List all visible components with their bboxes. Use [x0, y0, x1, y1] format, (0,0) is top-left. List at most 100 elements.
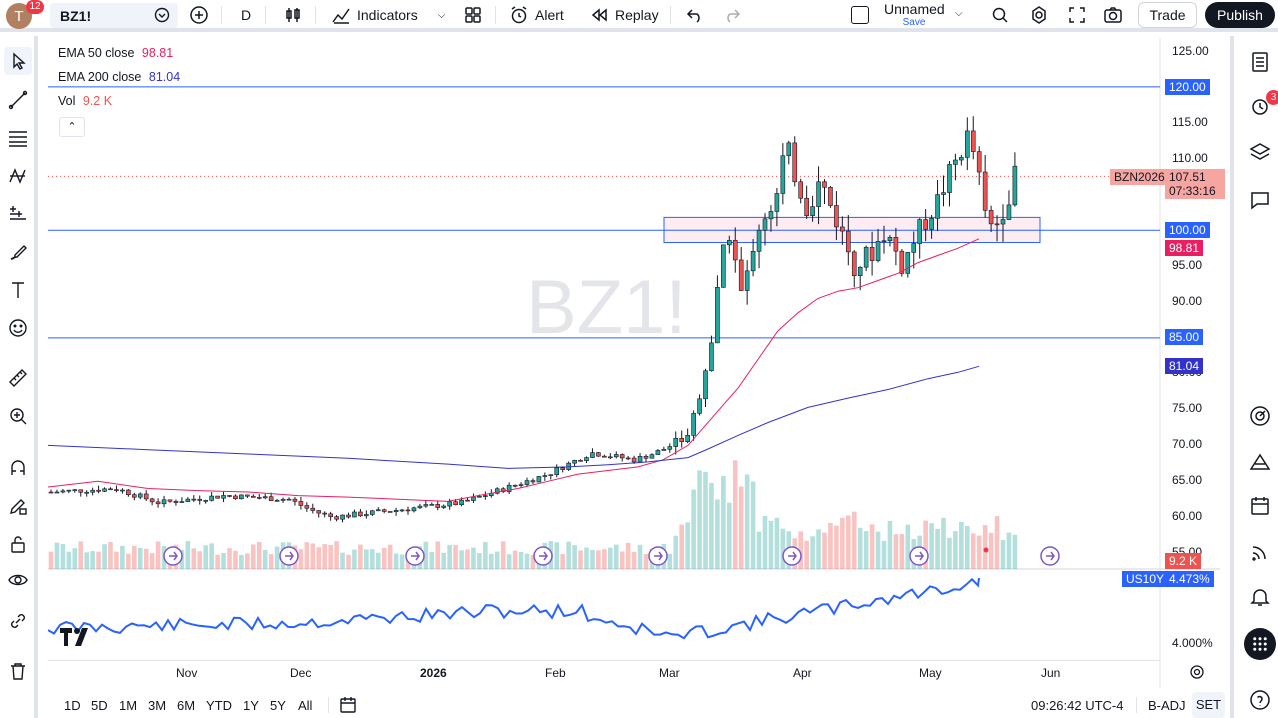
axis-settings-icon[interactable]: [1189, 664, 1205, 683]
cursor-tool[interactable]: [4, 47, 32, 75]
technicals-button[interactable]: [1244, 400, 1276, 432]
undo-button[interactable]: [685, 0, 705, 30]
trade-button[interactable]: Trade: [1138, 2, 1197, 28]
candle-body: [661, 448, 667, 451]
trend-line-tool[interactable]: [4, 86, 32, 114]
zoom-tool[interactable]: [4, 402, 32, 430]
snapshot-button[interactable]: [1103, 0, 1123, 30]
date-range-button[interactable]: [338, 696, 358, 717]
fullscreen-button[interactable]: [1067, 0, 1087, 30]
range-6m[interactable]: 6M: [177, 698, 196, 713]
session-toggle[interactable]: SET: [1192, 692, 1225, 718]
contract-tag: BZN2026: [1110, 169, 1169, 185]
forecast-tool[interactable]: [4, 200, 32, 228]
add-symbol-button[interactable]: [189, 0, 209, 30]
legend-ema200[interactable]: EMA 200 close 81.04: [58, 70, 180, 84]
hline-120-tag[interactable]: 120.00: [1165, 79, 1210, 95]
layout-checkbox[interactable]: [851, 6, 869, 24]
symbol-search[interactable]: BZ1!: [50, 3, 178, 28]
candle-body: [590, 452, 595, 458]
candle-body: [393, 509, 399, 512]
ideas-button[interactable]: [1244, 446, 1276, 478]
volume-bar: [596, 550, 601, 569]
layout-chevron-down-icon[interactable]: ⌵: [955, 8, 963, 19]
chevron-down-icon[interactable]: ⌵: [437, 9, 446, 21]
candle-body: [185, 498, 191, 502]
pattern-tool[interactable]: [4, 162, 32, 190]
alert-button[interactable]: Alert: [509, 0, 564, 30]
visibility-tool[interactable]: [4, 566, 32, 594]
symbol-dropdown-icon[interactable]: [154, 7, 170, 26]
time-tick: 2026: [420, 666, 447, 680]
text-tool[interactable]: [4, 276, 32, 304]
settings-button[interactable]: [1029, 0, 1049, 30]
candle-body: [679, 437, 685, 443]
candle-body: [245, 494, 250, 497]
time-tick: Jun: [1041, 666, 1061, 680]
indicators-button[interactable]: Indicators ⌵: [331, 0, 445, 30]
layouts-button[interactable]: [463, 0, 483, 30]
back-adjust-toggle[interactable]: B-ADJ: [1148, 698, 1186, 713]
range-ytd[interactable]: YTD: [206, 698, 232, 713]
object-tree-button[interactable]: [1244, 136, 1276, 168]
candle-body: [221, 495, 226, 499]
volume-bar: [893, 534, 899, 569]
candle-body: [667, 446, 673, 450]
tradingview-logo[interactable]: [60, 628, 92, 649]
range-1y[interactable]: 1Y: [243, 698, 259, 713]
ruler-tool[interactable]: [4, 364, 32, 392]
hline-100-tag[interactable]: 100.00: [1165, 222, 1210, 238]
volume-bar: [459, 550, 464, 569]
alerts-button[interactable]: [1244, 90, 1276, 122]
range-1m[interactable]: 1M: [119, 698, 138, 713]
stay-drawing-tool[interactable]: [4, 492, 32, 520]
chart-pane[interactable]: BZ1! EMA 50 close 98.81 EMA 200 close 81…: [48, 38, 1225, 688]
legend-volume[interactable]: Vol 9.2 K: [58, 94, 112, 108]
layout-name[interactable]: Unnamed Save: [884, 2, 945, 29]
watchlist-button[interactable]: [1244, 46, 1276, 78]
range-1d[interactable]: 1D: [64, 698, 81, 713]
volume-bar: [959, 521, 964, 569]
volume-bar: [929, 523, 934, 569]
ideas-icon: [1249, 453, 1271, 470]
chart-canvas[interactable]: [48, 38, 1220, 688]
brush-tool[interactable]: [4, 238, 32, 266]
quick-search-button[interactable]: [990, 0, 1010, 30]
help-button[interactable]: [1244, 684, 1276, 716]
notifications-button[interactable]: [1244, 581, 1276, 613]
ema50-line: [48, 238, 980, 502]
apps-button[interactable]: [1244, 628, 1276, 660]
delete-tool[interactable]: [4, 657, 32, 685]
time-axis[interactable]: Nov Dec 2026 Feb Mar Apr May Jun: [48, 660, 1160, 686]
legend-ema50[interactable]: EMA 50 close 98.81: [58, 46, 173, 60]
chat-button[interactable]: [1244, 184, 1276, 216]
range-5d[interactable]: 5D: [91, 698, 108, 713]
link-tool[interactable]: [4, 607, 32, 635]
fib-tool[interactable]: [4, 124, 32, 152]
candle-body: [78, 489, 84, 493]
candle-body: [994, 223, 1000, 226]
range-all[interactable]: All: [298, 698, 313, 713]
legend-collapse-button[interactable]: ⌃: [59, 117, 85, 137]
redo-button[interactable]: [722, 0, 742, 30]
replay-button[interactable]: Replay: [589, 0, 659, 30]
candle-body: [804, 197, 809, 217]
streams-button[interactable]: [1244, 536, 1276, 568]
emoji-tool[interactable]: [4, 314, 32, 342]
lock-tool[interactable]: [4, 530, 32, 558]
notification-count: 12: [29, 1, 41, 12]
volume-bar: [804, 540, 809, 569]
calendar-button[interactable]: [1244, 490, 1276, 522]
range-5y[interactable]: 5Y: [270, 698, 286, 713]
chart-type-button[interactable]: [283, 0, 303, 30]
candle-body: [655, 450, 661, 455]
volume-bar: [1012, 534, 1018, 569]
publish-button[interactable]: Publish: [1205, 2, 1275, 28]
price-axis[interactable]: 125.00 115.00 110.00 95.00 90.00 80.00 7…: [1160, 38, 1220, 568]
candle-body: [233, 495, 238, 500]
hline-85-tag[interactable]: 85.00: [1165, 329, 1204, 345]
interval-button[interactable]: D: [241, 0, 251, 30]
clock-timezone[interactable]: 09:26:42 UTC-4: [1031, 698, 1124, 713]
range-3m[interactable]: 3M: [148, 698, 167, 713]
magnet-tool[interactable]: [4, 454, 32, 482]
